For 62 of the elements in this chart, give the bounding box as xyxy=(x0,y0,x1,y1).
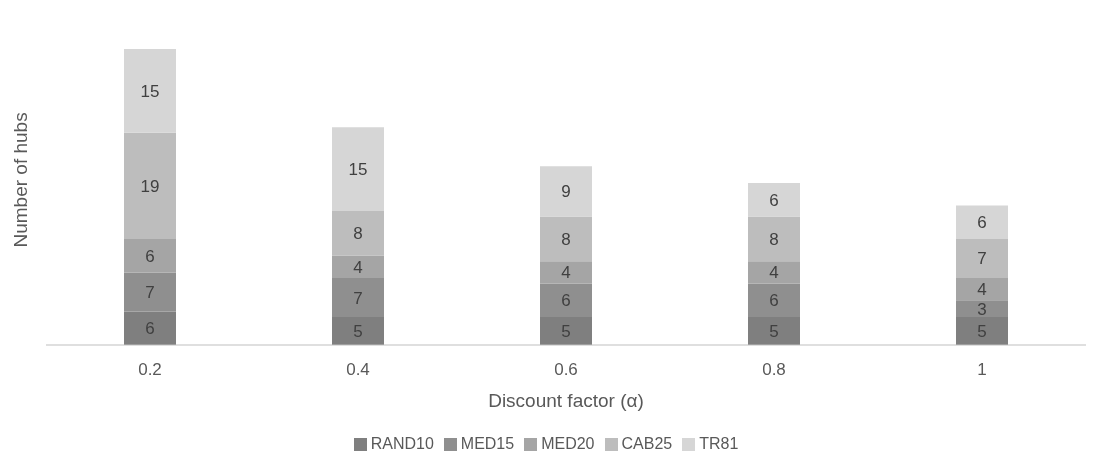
legend-label: MED20 xyxy=(541,435,595,452)
bar xyxy=(540,216,592,262)
data-label: 4 xyxy=(977,280,987,300)
bar xyxy=(332,278,384,318)
y-axis-title: Number of hubs xyxy=(9,112,31,248)
bar xyxy=(748,183,800,217)
legend-label: TR81 xyxy=(699,435,739,452)
x-tick-label: 0.4 xyxy=(346,360,370,380)
bar xyxy=(540,283,592,318)
data-label: 5 xyxy=(561,322,571,342)
data-label: 4 xyxy=(769,263,779,283)
data-label: 8 xyxy=(561,229,571,249)
data-label: 8 xyxy=(769,229,779,249)
data-label: 5 xyxy=(977,322,987,342)
bar xyxy=(124,238,176,273)
bar xyxy=(332,317,384,345)
data-label: 7 xyxy=(353,288,363,308)
x-tick-label: 0.8 xyxy=(762,360,786,380)
legend-label: RAND10 xyxy=(370,435,434,452)
data-label: 6 xyxy=(977,213,987,233)
bar xyxy=(956,238,1008,278)
data-label: 6 xyxy=(145,246,155,266)
data-label: 3 xyxy=(977,299,987,319)
data-label: 5 xyxy=(769,322,779,342)
bar xyxy=(956,300,1008,318)
bar xyxy=(956,317,1008,345)
bar xyxy=(540,261,592,284)
data-label: 6 xyxy=(145,319,155,339)
data-label: 7 xyxy=(145,282,155,302)
bar xyxy=(748,261,800,284)
data-label: 9 xyxy=(561,182,571,202)
bar xyxy=(124,311,176,345)
data-label: 6 xyxy=(561,291,571,311)
data-label: 4 xyxy=(353,257,363,277)
bar xyxy=(124,272,176,312)
bar xyxy=(748,283,800,318)
x-tick-label: 0.2 xyxy=(138,360,162,380)
bar xyxy=(540,317,592,345)
data-label: 15 xyxy=(348,160,368,180)
x-tick-label: 1 xyxy=(977,360,987,380)
data-label: 19 xyxy=(140,176,160,196)
bar xyxy=(332,127,384,211)
data-label: 4 xyxy=(561,263,571,283)
bar xyxy=(124,132,176,239)
data-label: 8 xyxy=(353,224,363,244)
bar xyxy=(332,255,384,278)
x-tick-label: 0.6 xyxy=(554,360,578,380)
bar xyxy=(332,211,384,256)
bar xyxy=(124,49,176,133)
data-label: 7 xyxy=(977,249,987,269)
bar xyxy=(540,166,592,217)
x-axis-title: Discount factor (α) xyxy=(488,390,644,411)
bar xyxy=(956,205,1008,239)
bar xyxy=(748,216,800,262)
legend-label: MED15 xyxy=(460,435,515,452)
legend-label: CAB25 xyxy=(621,435,673,452)
bar xyxy=(956,278,1008,301)
data-label: 15 xyxy=(140,81,160,101)
data-label: 6 xyxy=(769,291,779,311)
bar xyxy=(748,317,800,345)
data-label: 5 xyxy=(353,322,363,342)
data-label: 6 xyxy=(769,190,779,210)
